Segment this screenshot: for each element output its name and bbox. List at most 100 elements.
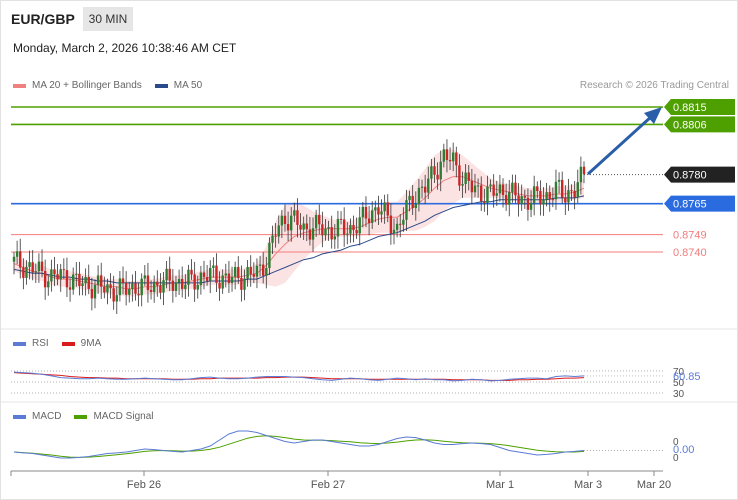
- candle-body: [342, 219, 346, 235]
- candle-body: [22, 267, 25, 278]
- macd-value-label: 0.00: [673, 444, 694, 456]
- candle-body: [255, 265, 259, 277]
- candle-body: [177, 278, 181, 283]
- candle-body: [224, 273, 228, 276]
- rsi-tick-label-70: 70: [673, 367, 685, 378]
- candle-body: [383, 202, 386, 212]
- candle-body: [71, 274, 75, 290]
- candle-body: [579, 166, 583, 183]
- candle-body: [423, 186, 427, 193]
- candle-body: [349, 224, 352, 234]
- price-level-tag-0: [664, 99, 735, 115]
- candle-body: [140, 278, 143, 296]
- candle-body: [62, 269, 66, 271]
- rsi-legend: RSI 9MA: [13, 338, 114, 349]
- rsi-value-label: 60.85: [673, 371, 701, 383]
- macd-legend-label: MACD: [32, 411, 62, 422]
- candle-body: [305, 223, 308, 230]
- candle-body: [458, 165, 461, 186]
- candle-body: [112, 288, 115, 302]
- macd-signal-line: [13, 435, 585, 458]
- candle-body: [486, 186, 489, 203]
- candle-body: [193, 274, 196, 290]
- price-level-label-5: 0.8740: [673, 247, 707, 259]
- macd-signal-legend-swatch: [74, 414, 88, 419]
- candle-body: [19, 251, 22, 268]
- candle-body: [277, 225, 280, 237]
- candle-body: [327, 227, 330, 229]
- candle-body: [205, 277, 209, 281]
- candle-body: [34, 271, 38, 273]
- candle-body: [28, 262, 31, 267]
- candle-body: [65, 270, 69, 288]
- candle-body: [370, 210, 374, 223]
- candle-body: [59, 269, 62, 280]
- candle-body: [202, 272, 206, 278]
- candle-body: [330, 227, 333, 240]
- candle-body: [318, 215, 321, 225]
- candle-body: [290, 215, 293, 231]
- x-axis-tick-label-4: Mar 20: [637, 479, 671, 491]
- candle-body: [377, 207, 380, 215]
- candle-body: [514, 182, 517, 196]
- candle-body: [56, 274, 59, 280]
- candle-body: [408, 195, 411, 201]
- price-level-tag-2: [664, 166, 735, 183]
- candle-body: [374, 207, 377, 211]
- candle-body: [504, 195, 508, 205]
- candle-body: [174, 282, 178, 291]
- candle-body: [149, 290, 153, 292]
- candle-body: [395, 223, 399, 230]
- candle-body: [103, 286, 106, 293]
- candle-body: [168, 268, 171, 281]
- candle-body: [339, 218, 343, 220]
- price-level-tag-1: [664, 116, 735, 133]
- candle-body: [230, 276, 234, 284]
- candle-body: [299, 224, 302, 230]
- candle-body: [439, 161, 442, 180]
- candle-body: [508, 192, 511, 205]
- candle-body: [218, 282, 221, 289]
- candle-body: [551, 199, 555, 201]
- candle-body: [476, 185, 480, 187]
- price-level-label-3: 0.8765: [673, 199, 707, 211]
- candle-body: [333, 236, 337, 240]
- candle-body: [380, 211, 383, 215]
- candle-body: [227, 273, 231, 284]
- candle-body: [554, 181, 558, 200]
- candle-body: [159, 285, 162, 293]
- bollinger-band-area: [14, 149, 584, 297]
- candle-body: [539, 190, 542, 205]
- candle-body: [464, 172, 467, 185]
- candle-body: [233, 267, 237, 277]
- candle-body: [87, 276, 90, 289]
- candle-body: [143, 275, 147, 279]
- candle-body: [296, 210, 299, 225]
- candle-body: [573, 190, 576, 198]
- candle-body: [542, 199, 545, 205]
- candle-body: [25, 266, 28, 278]
- candle-body: [386, 202, 389, 216]
- candle-body: [358, 217, 361, 234]
- price-level-tag-3: [664, 195, 735, 212]
- candle-body: [121, 278, 125, 283]
- candle-body: [75, 273, 78, 275]
- rsi-tick-label-30: 30: [673, 389, 685, 400]
- candle-body: [212, 265, 215, 268]
- candle-body: [576, 182, 579, 198]
- candle-body: [283, 215, 287, 225]
- candle-body: [246, 267, 249, 279]
- x-axis-tick-label-2: Mar 1: [486, 479, 514, 491]
- candle-body: [355, 230, 358, 234]
- candle-body: [414, 203, 418, 209]
- timeframe-badge[interactable]: 30 MIN: [83, 7, 133, 31]
- candle-body: [146, 275, 150, 291]
- candle-body: [249, 267, 252, 275]
- main-legend: MA 20 + Bollinger Bands MA 50: [13, 80, 215, 91]
- candle-body: [261, 264, 265, 276]
- x-axis-tick-label-0: Feb 26: [127, 479, 161, 491]
- candle-body: [84, 276, 87, 284]
- macd-legend: MACD MACD Signal: [13, 411, 166, 422]
- macd-line: [13, 430, 585, 459]
